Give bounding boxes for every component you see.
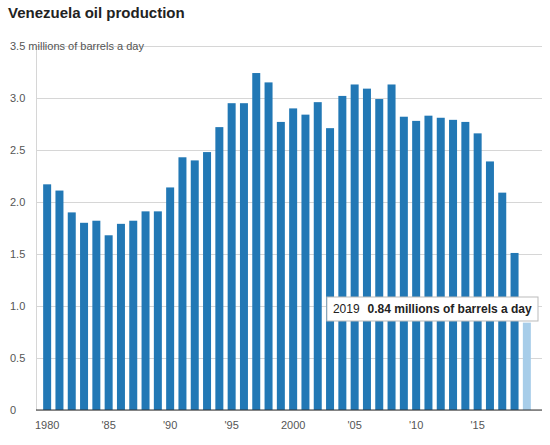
bar [129, 221, 137, 410]
x-tick-label: '95 [224, 419, 238, 431]
bar [301, 115, 309, 410]
x-tick: 1980 [35, 410, 59, 431]
bar [215, 127, 223, 410]
bar [375, 99, 383, 410]
grid-line [36, 98, 542, 99]
bar [461, 122, 469, 410]
x-axis-line [36, 410, 542, 411]
y-tick-label: 0 [10, 404, 16, 416]
bar [68, 212, 76, 410]
bar [474, 133, 482, 410]
x-tick: '05 [347, 410, 361, 431]
annotation: 2019 0.84 millions of barrels a day [327, 297, 538, 321]
x-tick: '85 [101, 410, 115, 431]
bar [326, 128, 334, 410]
y-axis: 0 0.5 1.0 1.5 2.0 2.5 3.0 3.5 millions of barre… [10, 40, 542, 416]
bar [191, 160, 199, 410]
y-tick-label: 1.5 [10, 248, 25, 260]
bar [92, 221, 100, 410]
x-tick-label: 2000 [281, 419, 305, 431]
bar [228, 103, 236, 410]
y-tick-label: 1.0 [10, 300, 25, 312]
y-tick: 3.5 millions of barrels a day [10, 40, 542, 52]
bar [388, 84, 396, 410]
title: Venezuela oil production [8, 4, 185, 21]
bar [437, 118, 445, 410]
bar [511, 253, 519, 410]
y-tick: 3.0 [10, 92, 542, 104]
bar [265, 82, 273, 410]
bar [178, 157, 186, 410]
chart: Venezuela oil production 0 0.5 1.0 1.5 2.0 2.5… [0, 0, 550, 445]
bar [142, 211, 150, 410]
x-tick: 2000 [281, 410, 305, 431]
bar [523, 323, 531, 410]
x-tick: '95 [224, 410, 238, 431]
bar [424, 116, 432, 410]
bar [55, 191, 63, 410]
y-axis-line [36, 47, 37, 411]
bar [43, 184, 51, 410]
x-tick: '10 [409, 410, 423, 431]
x-tick-label: '05 [347, 419, 361, 431]
x-tick-label: 1980 [35, 419, 59, 431]
x-tick: '15 [470, 410, 484, 431]
bar [154, 211, 162, 410]
y-tick-label: 2.0 [10, 196, 25, 208]
bar [449, 120, 457, 410]
y-tick-label: 3.5 millions of barrels a day [10, 40, 144, 52]
y-tick-label: 0.5 [10, 352, 25, 364]
bar [240, 103, 248, 410]
annotation-value: 0.84 millions of barrels a day [368, 302, 532, 316]
bar [277, 122, 285, 410]
annotation-label: 2019 [333, 302, 360, 316]
y-tick-label: 3.0 [10, 92, 25, 104]
x-tick-label: '10 [409, 419, 423, 431]
bar [400, 117, 408, 410]
annotation-box [327, 297, 538, 321]
x-tick-label: '90 [163, 419, 177, 431]
bar [412, 121, 420, 410]
x-tick-label: '85 [101, 419, 115, 431]
bar [166, 187, 174, 410]
bars [43, 73, 531, 410]
annotation-text: 2019 0.84 millions of barrels a day [333, 302, 532, 316]
bar [351, 84, 359, 410]
bar [80, 223, 88, 410]
bar [117, 224, 125, 410]
y-tick-label: 2.5 [10, 144, 25, 156]
bar [314, 102, 322, 410]
bar [338, 96, 346, 410]
bar [363, 89, 371, 410]
x-axis: 1980 '85 '90 '95 2000 '05 '10 '15 [35, 410, 542, 431]
bar [105, 235, 113, 410]
bar [203, 152, 211, 410]
bar [252, 73, 260, 410]
bar [289, 108, 297, 410]
x-tick-label: '15 [470, 419, 484, 431]
bar [486, 161, 494, 410]
grid-line [36, 410, 542, 411]
x-tick: '90 [163, 410, 177, 431]
